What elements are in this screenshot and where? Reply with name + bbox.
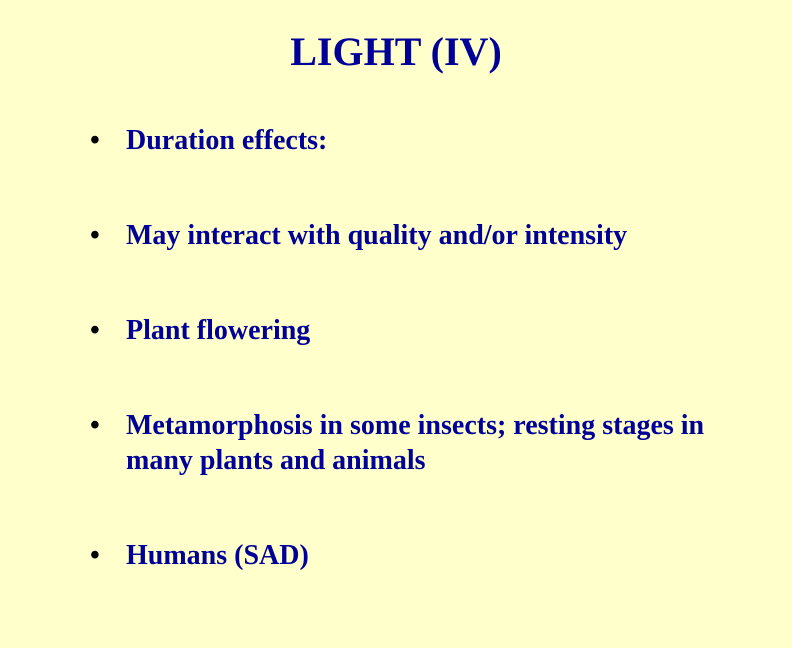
bullet-text: Plant flowering xyxy=(126,315,310,346)
list-item: • Duration effects: xyxy=(90,123,732,158)
bullet-text: Duration effects: xyxy=(126,125,327,156)
bullet-text: Humans (SAD) xyxy=(126,540,309,571)
bullet-icon: • xyxy=(90,538,100,573)
list-item: • Humans (SAD) xyxy=(90,538,732,573)
list-item: • Plant flowering xyxy=(90,313,732,348)
bullet-icon: • xyxy=(90,218,100,253)
bullet-icon: • xyxy=(90,408,100,443)
bullet-list: • Duration effects: • May interact with … xyxy=(60,123,732,573)
bullet-text: Metamorphosis in some insects; resting s… xyxy=(126,410,704,476)
slide-title: LIGHT (IV) xyxy=(60,28,732,75)
list-item: • Metamorphosis in some insects; resting… xyxy=(90,408,732,478)
bullet-icon: • xyxy=(90,313,100,348)
bullet-icon: • xyxy=(90,123,100,158)
bullet-text: May interact with quality and/or intensi… xyxy=(126,220,627,251)
list-item: • May interact with quality and/or inten… xyxy=(90,218,732,253)
slide-container: LIGHT (IV) • Duration effects: • May int… xyxy=(0,0,792,648)
